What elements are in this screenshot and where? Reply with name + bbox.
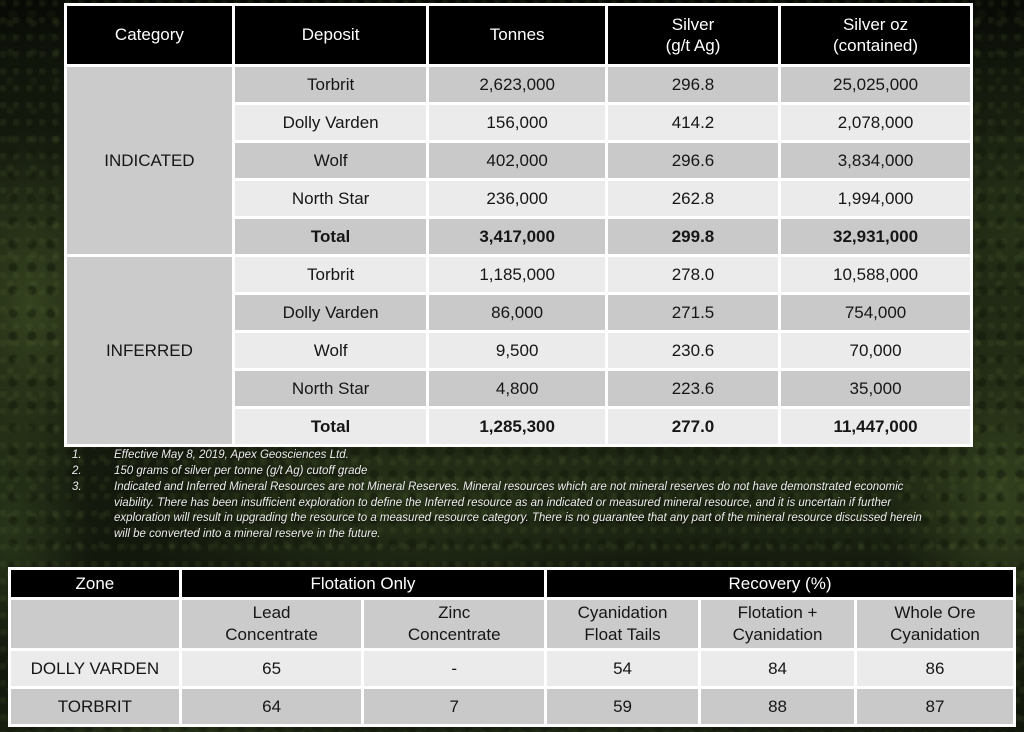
sub-header-blank <box>11 600 179 648</box>
sub-header-lead-concentrate: Lead Concentrate <box>181 600 362 648</box>
table-row: Total 3,417,000 299.8 32,931,000 <box>67 219 970 254</box>
deposit-cell: North Star <box>234 181 427 216</box>
silver-oz-cell: 10,588,000 <box>781 257 970 292</box>
column-header-category: Category <box>67 6 232 64</box>
tonnes-cell: 4,800 <box>429 371 605 406</box>
recovery-value-cell: 84 <box>701 651 855 686</box>
group-header-recovery-pct: Recovery (%) <box>547 570 1013 597</box>
silver-oz-cell: 11,447,000 <box>781 409 970 444</box>
silver-grade-cell: 223.6 <box>607 371 779 406</box>
recovery-value-cell: 59 <box>547 689 699 724</box>
recovery-value-cell: 64 <box>181 689 362 724</box>
table-row: North Star 4,800 223.6 35,000 <box>67 371 970 406</box>
deposit-cell: Dolly Varden <box>234 105 427 140</box>
deposit-cell: Wolf <box>234 143 427 178</box>
table-row: North Star 236,000 262.8 1,994,000 <box>67 181 970 216</box>
silver-grade-cell: 271.5 <box>607 295 779 330</box>
silver-grade-cell: 230.6 <box>607 333 779 368</box>
footnote-number: 1. <box>72 449 82 461</box>
table-row: Total 1,285,300 277.0 11,447,000 <box>67 409 970 444</box>
deposit-cell: Torbrit <box>234 257 427 292</box>
table-row: TORBRIT 64 7 59 88 87 <box>11 689 1013 724</box>
sub-header-cyanidation-float-tails: Cyanidation Float Tails <box>547 600 699 648</box>
footnote-text: Effective May 8, 2019, Apex Geosciences … <box>114 449 349 461</box>
recovery-value-cell: - <box>364 651 545 686</box>
silver-grade-cell: 296.6 <box>607 143 779 178</box>
category-cell: INDICATED <box>67 67 232 254</box>
recovery-value-cell: 65 <box>181 651 362 686</box>
footnote: 2. 150 grams of silver per tonne (g/t Ag)… <box>72 464 960 480</box>
silver-oz-cell: 25,025,000 <box>781 67 970 102</box>
table-row: Dolly Varden 86,000 271.5 754,000 <box>67 295 970 330</box>
table-row: Wolf 402,000 296.6 3,834,000 <box>67 143 970 178</box>
silver-oz-cell: 70,000 <box>781 333 970 368</box>
recovery-table-group-header-row: Zone Flotation Only Recovery (%) <box>11 570 1013 597</box>
column-header-silver-oz: Silver oz (contained) <box>781 6 970 64</box>
table-row: Dolly Varden 156,000 414.2 2,078,000 <box>67 105 970 140</box>
silver-oz-cell: 35,000 <box>781 371 970 406</box>
footnote: 3. Indicated and Inferred Mineral Resourc… <box>72 480 960 543</box>
footnote-number: 3. <box>72 480 82 493</box>
recovery-value-cell: 86 <box>857 651 1013 686</box>
tonnes-cell: 3,417,000 <box>429 219 605 254</box>
sub-header-flotation-cyanidation: Flotation + Cyanidation <box>701 600 855 648</box>
footnotes-block: 1. Effective May 8, 2019, Apex Geoscience… <box>72 448 960 543</box>
silver-oz-cell: 3,834,000 <box>781 143 970 178</box>
silver-oz-cell: 754,000 <box>781 295 970 330</box>
table-row: INFERRED Torbrit 1,185,000 278.0 10,588,000 <box>67 257 970 444</box>
group-header-flotation-only: Flotation Only <box>181 570 545 597</box>
column-header-tonnes: Tonnes <box>429 6 605 64</box>
table-row: Wolf 9,500 230.6 70,000 <box>67 333 970 368</box>
silver-oz-cell: 32,931,000 <box>781 219 970 254</box>
column-header-silver: Silver (g/t Ag) <box>607 6 779 64</box>
tonnes-cell: 1,285,300 <box>429 409 605 444</box>
tonnes-cell: 9,500 <box>429 333 605 368</box>
group-header-zone: Zone <box>11 570 179 597</box>
category-cell: INFERRED <box>67 257 232 444</box>
footnote-text: Indicated and Inferred Mineral Resources… <box>114 480 922 541</box>
deposit-cell: Total <box>234 219 427 254</box>
column-header-deposit: Deposit <box>234 6 427 64</box>
recovery-value-cell: 7 <box>364 689 545 724</box>
silver-oz-cell: 2,078,000 <box>781 105 970 140</box>
sub-header-whole-ore-cyanidation: Whole Ore Cyanidation <box>857 600 1013 648</box>
recovery-value-cell: 88 <box>701 689 855 724</box>
deposit-cell: North Star <box>234 371 427 406</box>
zone-cell: TORBRIT <box>11 689 179 724</box>
silver-grade-cell: 296.8 <box>607 67 779 102</box>
deposit-cell: Wolf <box>234 333 427 368</box>
zone-cell: DOLLY VARDEN <box>11 651 179 686</box>
sub-header-zinc-concentrate: Zinc Concentrate <box>364 600 545 648</box>
deposit-cell: Dolly Varden <box>234 295 427 330</box>
silver-grade-cell: 278.0 <box>607 257 779 292</box>
tonnes-cell: 1,185,000 <box>429 257 605 292</box>
tonnes-cell: 2,623,000 <box>429 67 605 102</box>
resource-table-header-row: Category Deposit Tonnes Silver (g/t Ag) … <box>67 6 970 64</box>
silver-grade-cell: 299.8 <box>607 219 779 254</box>
footnote-text: 150 grams of silver per tonne (g/t Ag) c… <box>114 464 368 477</box>
tonnes-cell: 236,000 <box>429 181 605 216</box>
silver-grade-cell: 414.2 <box>607 105 779 140</box>
table-row: DOLLY VARDEN 65-54 84 86 <box>11 651 1013 686</box>
recovery-table-sub-header-row: Lead Concentrate Zinc Concentrate Cyanid… <box>11 600 1013 648</box>
recovery-table: Zone Flotation Only Recovery (%) Lead Co… <box>8 567 1016 727</box>
deposit-cell: Torbrit <box>234 67 427 102</box>
table-row: INDICATED Torbrit 2,623,000 296.8 25,025,000 <box>67 67 970 254</box>
recovery-value-cell: 54 <box>547 651 699 686</box>
tonnes-cell: 402,000 <box>429 143 605 178</box>
footnote: 1. Effective May 8, 2019, Apex Geoscience… <box>72 448 960 464</box>
silver-grade-cell: 277.0 <box>607 409 779 444</box>
deposit-cell: Total <box>234 409 427 444</box>
silver-oz-cell: 1,994,000 <box>781 181 970 216</box>
tonnes-cell: 156,000 <box>429 105 605 140</box>
mineral-resource-table: Category Deposit Tonnes Silver (g/t Ag) … <box>64 3 973 447</box>
recovery-value-cell: 87 <box>857 689 1013 724</box>
tonnes-cell: 86,000 <box>429 295 605 330</box>
silver-grade-cell: 262.8 <box>607 181 779 216</box>
footnote-number: 2. <box>72 464 82 477</box>
